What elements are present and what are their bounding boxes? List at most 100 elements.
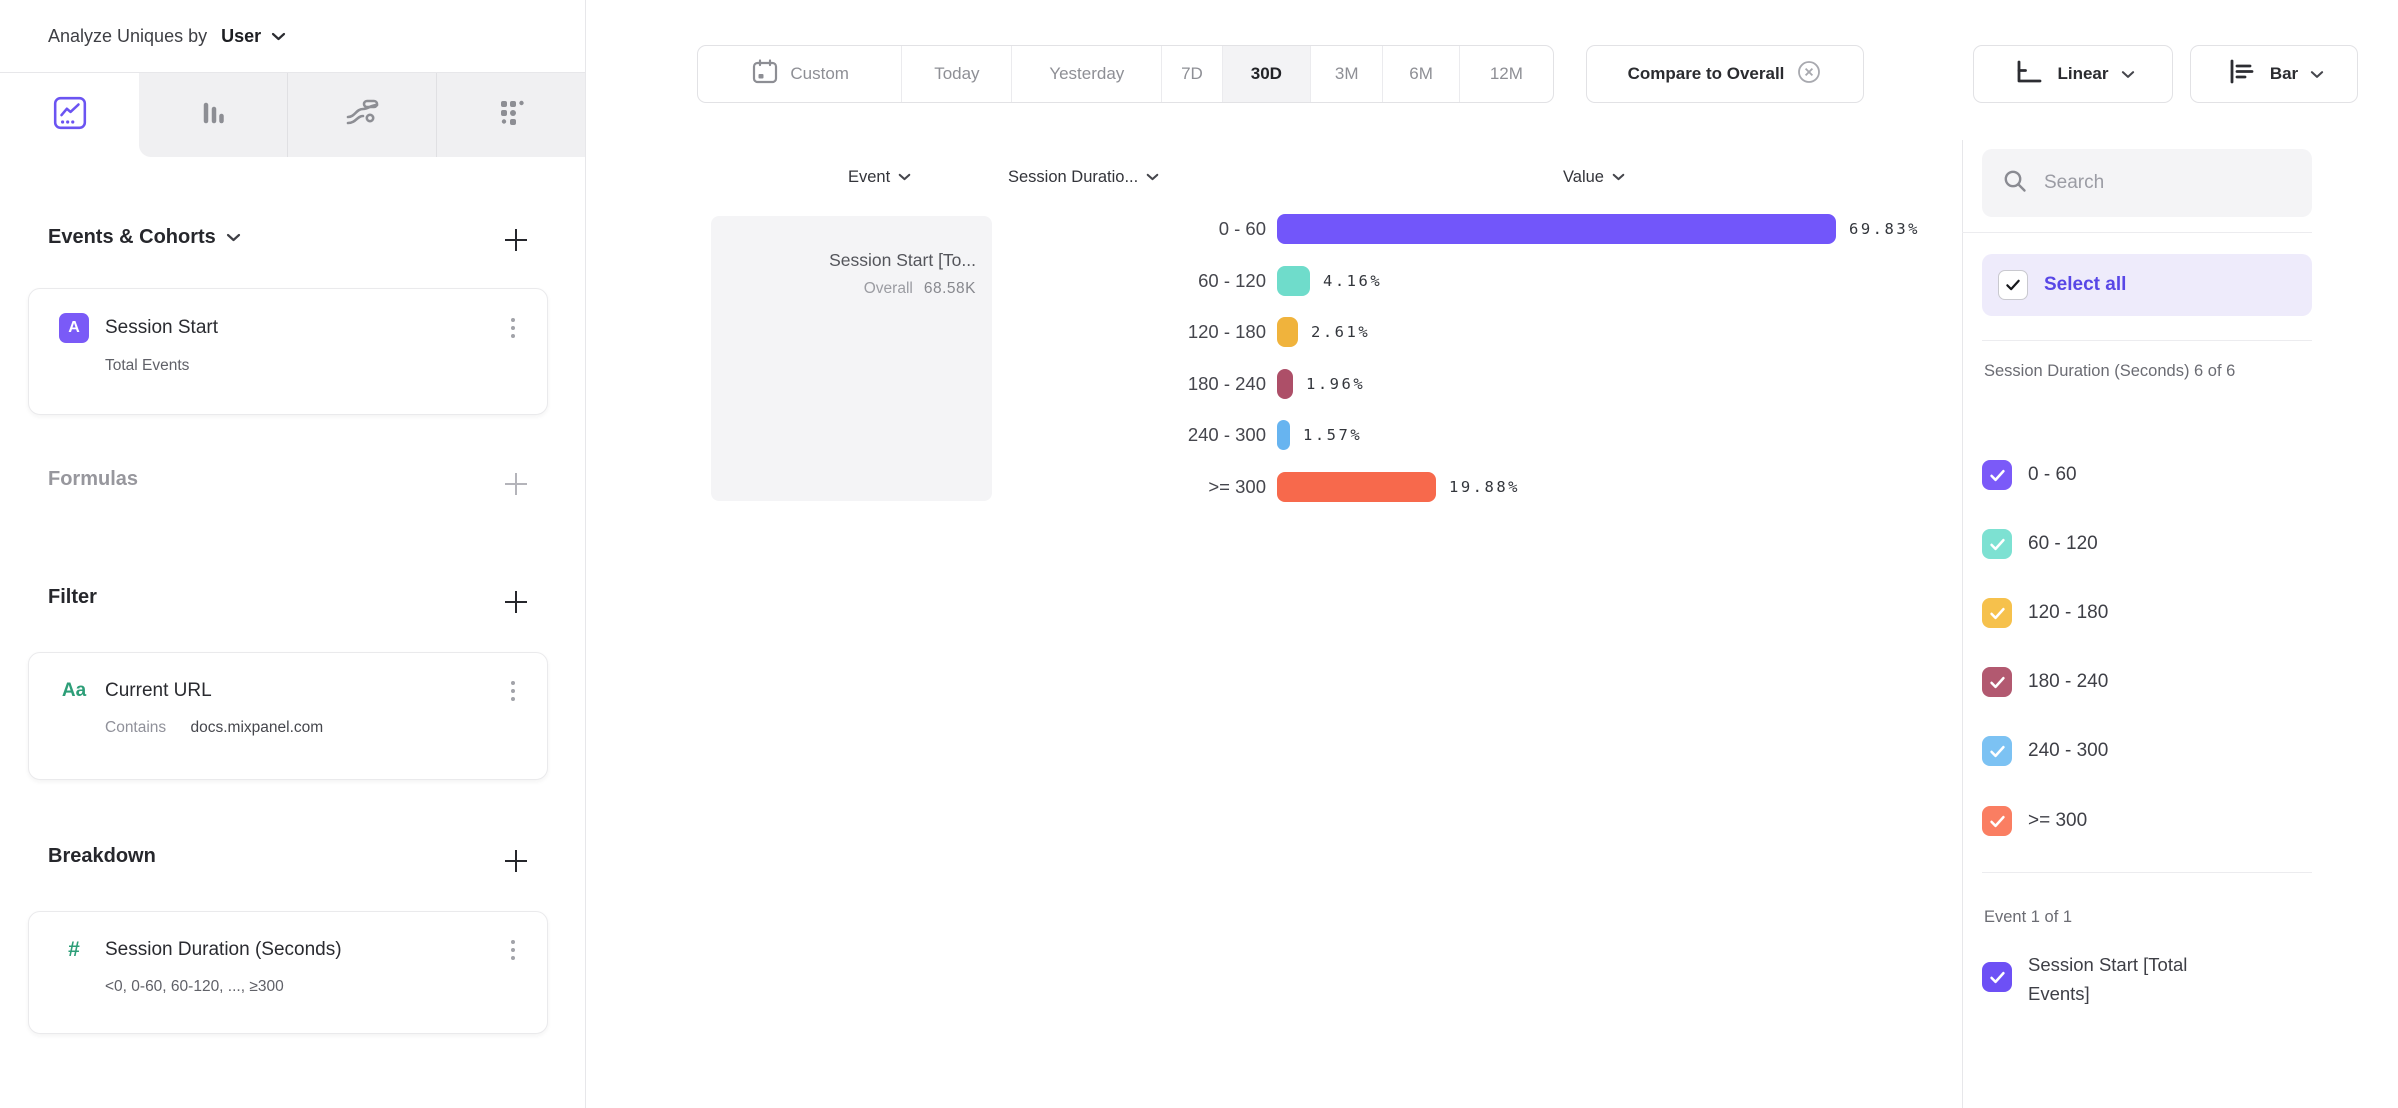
breakdown-checkbox[interactable] xyxy=(1982,667,2012,697)
filter-card-current-url[interactable]: Aa Current URL Contains docs.mixpanel.co… xyxy=(28,652,548,780)
visualization-tabs-group xyxy=(139,73,585,157)
breakdown-checkbox-label[interactable]: 60 - 120 xyxy=(2028,533,2098,554)
remove-compare-icon[interactable] xyxy=(1796,59,1822,90)
compare-to-overall-chip[interactable]: Compare to Overall xyxy=(1586,45,1864,103)
analyze-label: Analyze Uniques by xyxy=(48,25,208,46)
column-header-event[interactable]: Event xyxy=(848,162,911,192)
formulas-title: Formulas xyxy=(48,468,139,490)
tab-bar-view[interactable] xyxy=(139,73,287,157)
breakdown-card-session-duration[interactable]: # Session Duration (Seconds) <0, 0-60, 6… xyxy=(28,911,548,1034)
range-6m[interactable]: 6M xyxy=(1382,46,1458,102)
bar-segment[interactable] xyxy=(1277,214,1836,244)
breakdown-checkbox-label[interactable]: >= 300 xyxy=(2028,810,2088,831)
series-card-session-start[interactable]: Session Start [To... Overall 68.58K xyxy=(711,216,992,501)
range-yesterday[interactable]: Yesterday xyxy=(1011,46,1161,102)
breakdown-checkbox[interactable] xyxy=(1982,598,2012,628)
breakdown-checkbox-label[interactable]: 180 - 240 xyxy=(2028,671,2109,692)
filter-value[interactable]: docs.mixpanel.com xyxy=(190,719,324,736)
select-all-checkbox[interactable] xyxy=(1998,270,2028,300)
search-input[interactable]: Search xyxy=(1982,149,2312,217)
search-placeholder: Search xyxy=(2044,172,2105,193)
overall-label: Overall xyxy=(863,280,913,297)
range-30d[interactable]: 30D xyxy=(1221,46,1310,102)
date-range-control: Custom Today Yesterday 7D 30D 3M 6M 12M xyxy=(697,45,1554,103)
bar-segment[interactable] xyxy=(1277,317,1298,347)
breakdown-checkbox[interactable] xyxy=(1982,736,2012,766)
bar-category-label: >= 300 xyxy=(1208,476,1266,497)
breakdown-card-subtitle[interactable]: <0, 0-60, 60-120, ..., ≥300 xyxy=(105,978,284,995)
kebab-menu-icon[interactable] xyxy=(501,936,525,964)
add-filter-button[interactable] xyxy=(498,584,534,620)
breakdown-header: Breakdown xyxy=(48,845,156,868)
overall-value: 68.58K xyxy=(923,280,976,297)
event-card-subtitle[interactable]: Total Events xyxy=(105,357,190,374)
add-formula-button[interactable] xyxy=(498,466,534,502)
events-cohorts-title: Events & Cohorts xyxy=(48,226,216,248)
tab-flow-view[interactable] xyxy=(287,73,436,157)
formulas-header: Formulas xyxy=(48,468,138,491)
query-builder-panel: Analyze Uniques by User xyxy=(0,0,586,1108)
chevron-down-icon xyxy=(226,233,241,242)
value-column-label: Value xyxy=(1563,167,1604,186)
breakdown-column-label: Session Duratio... xyxy=(1008,167,1139,186)
bar-value-label: 4.16% xyxy=(1323,272,1383,290)
kebab-menu-icon[interactable] xyxy=(501,314,525,342)
breakdown-checkbox-label[interactable]: 120 - 180 xyxy=(2028,602,2109,623)
scale-dropdown[interactable]: Linear xyxy=(1973,45,2173,103)
range-3m[interactable]: 3M xyxy=(1309,46,1382,102)
event-card-title: Session Start xyxy=(105,317,218,338)
horizontal-bar-icon xyxy=(2224,55,2258,94)
chart-type-dropdown[interactable]: Bar xyxy=(2190,45,2358,103)
bar-segment[interactable] xyxy=(1277,420,1290,450)
bar-category-label: 240 - 300 xyxy=(1187,424,1266,445)
breakdown-checkbox[interactable] xyxy=(1982,806,2012,836)
analyze-by-dropdown[interactable]: User xyxy=(221,25,262,46)
bar-value-label: 2.61% xyxy=(1311,323,1371,341)
event-group-label: Event 1 of 1 xyxy=(1984,908,2073,926)
kebab-menu-icon[interactable] xyxy=(501,677,525,705)
breakdown-title: Breakdown xyxy=(48,845,156,867)
range-7d[interactable]: 7D xyxy=(1161,46,1222,102)
events-cohorts-header[interactable]: Events & Cohorts xyxy=(48,226,241,249)
bar-segment[interactable] xyxy=(1277,472,1436,502)
range-custom[interactable]: Custom xyxy=(698,46,901,102)
column-header-value[interactable]: Value xyxy=(1563,162,1625,192)
add-event-button[interactable] xyxy=(498,222,534,258)
bar-segment[interactable] xyxy=(1277,369,1293,399)
range-label: 3M xyxy=(1334,64,1359,83)
range-12m[interactable]: 12M xyxy=(1458,46,1553,102)
breakdown-checkbox[interactable] xyxy=(1982,529,2012,559)
breakdown-checkbox-label[interactable]: 240 - 300 xyxy=(2028,740,2109,761)
range-label: Custom xyxy=(790,64,849,83)
range-label: Today xyxy=(934,64,980,83)
bar-value-label: 69.83% xyxy=(1849,220,1920,238)
event-card-session-start[interactable]: A Session Start Total Events xyxy=(28,288,548,415)
breakdown-checkbox[interactable] xyxy=(1982,460,2012,490)
add-breakdown-button[interactable] xyxy=(498,843,534,879)
select-all-row[interactable]: Select all xyxy=(1982,254,2312,316)
bar-category-label: 0 - 60 xyxy=(1218,218,1266,239)
range-today[interactable]: Today xyxy=(901,46,1011,102)
breakdown-checkbox-label[interactable]: 0 - 60 xyxy=(2028,464,2077,485)
tab-insights-active[interactable] xyxy=(0,73,139,157)
number-property-icon: # xyxy=(68,938,80,961)
calendar-icon xyxy=(750,57,780,92)
event-checkbox[interactable] xyxy=(1982,962,2012,992)
visualization-tabs xyxy=(0,73,585,157)
breakdown-card-title: Session Duration (Seconds) xyxy=(105,939,342,960)
range-label: 6M xyxy=(1409,64,1433,83)
bar-segment[interactable] xyxy=(1277,266,1310,296)
flow-icon xyxy=(343,96,381,135)
metrics-grid-icon xyxy=(494,96,528,135)
range-label: 30D xyxy=(1250,64,1282,83)
event-item-label[interactable]: Session Start [Total Events] xyxy=(2028,954,2188,1004)
tab-metrics-view[interactable] xyxy=(436,73,585,157)
chevron-down-icon xyxy=(2310,70,2324,79)
chevron-down-icon xyxy=(2121,70,2135,79)
filter-operator[interactable]: Contains xyxy=(105,719,167,736)
range-label: 12M xyxy=(1489,64,1523,83)
column-header-breakdown[interactable]: Session Duratio... xyxy=(1008,162,1159,192)
string-property-icon: Aa xyxy=(61,680,87,701)
filter-card-title: Current URL xyxy=(105,680,212,701)
analyze-header: Analyze Uniques by User xyxy=(48,18,286,54)
